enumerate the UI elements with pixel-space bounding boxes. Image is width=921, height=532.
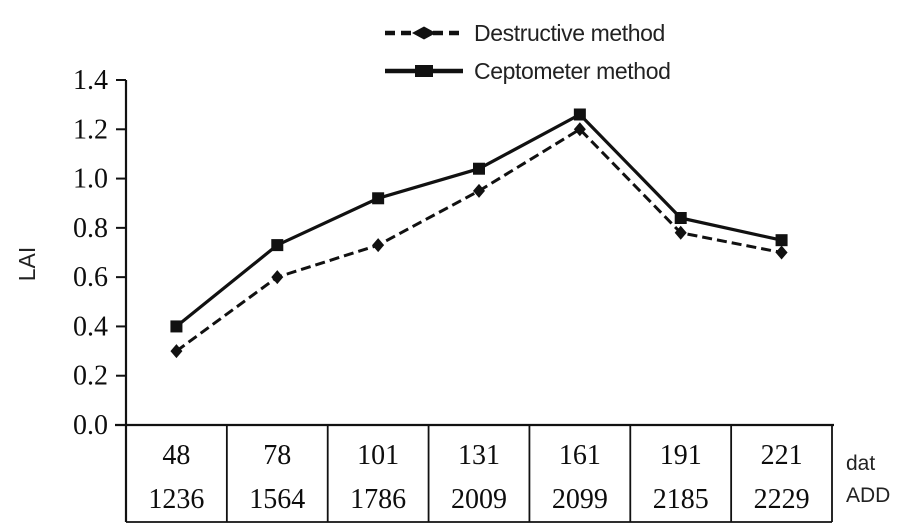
x-cell-dat: 101 xyxy=(357,440,399,471)
destructive-marker xyxy=(674,225,687,240)
ceptometer-marker xyxy=(170,320,183,333)
x-cell-dat: 191 xyxy=(660,440,702,471)
x-cell-add: 1786 xyxy=(350,484,406,515)
ceptometer-marker xyxy=(775,234,788,247)
y-tick-label: 0.8 xyxy=(73,213,108,244)
x-cell-add: 2185 xyxy=(653,484,709,515)
destructive-marker xyxy=(473,183,485,198)
x-cell-add: 2229 xyxy=(754,484,810,515)
ceptometer-series-line xyxy=(175,112,782,328)
legend-label-ceptometer: Ceptometer method xyxy=(474,57,671,84)
y-tick-label: 0.0 xyxy=(73,410,108,441)
x-cell-dat: 161 xyxy=(559,440,601,471)
y-tick-label: 1.2 xyxy=(73,114,108,145)
y-tick-label: 0.6 xyxy=(73,262,108,293)
x-cell-add: 1236 xyxy=(148,484,204,515)
x-cell-dat: 221 xyxy=(761,440,803,471)
x-cell-dat: 131 xyxy=(458,440,500,471)
y-axis-title: LAI xyxy=(13,246,40,282)
x-cell-add: 2099 xyxy=(552,484,608,515)
destructive-marker xyxy=(271,270,284,285)
legend: Destructive method Ceptometer method xyxy=(385,14,671,90)
x-axis-row-label-add: ADD xyxy=(846,484,891,507)
y-tick-label: 0.2 xyxy=(73,361,108,392)
legend-item-ceptometer: Ceptometer method xyxy=(385,52,671,90)
ceptometer-marker xyxy=(473,162,485,175)
x-cell-add: 1564 xyxy=(249,484,305,515)
y-tick-label: 1.0 xyxy=(73,164,108,195)
ceptometer-marker xyxy=(372,192,385,205)
x-cell-dat: 78 xyxy=(263,440,291,471)
destructive-marker xyxy=(372,238,385,253)
ceptometer-marker xyxy=(674,212,687,224)
dashed-line-diamond-marker-icon xyxy=(385,25,463,41)
solid-line-square-marker-icon xyxy=(385,63,463,79)
destructive-marker xyxy=(775,245,788,260)
destructive-marker xyxy=(573,122,586,137)
legend-label-destructive: Destructive method xyxy=(474,19,665,46)
y-tick-label: 1.4 xyxy=(73,65,108,96)
legend-item-destructive: Destructive method xyxy=(385,14,670,52)
ceptometer-marker xyxy=(271,239,284,252)
x-cell-add: 2009 xyxy=(451,484,507,515)
ceptometer-marker xyxy=(573,108,586,121)
x-cell-dat: 48 xyxy=(162,440,190,471)
destructive-marker xyxy=(170,344,183,359)
x-axis-row-label-dat: dat xyxy=(846,452,876,475)
destructive-series-line xyxy=(175,127,782,353)
y-tick-label: 0.4 xyxy=(73,311,108,342)
